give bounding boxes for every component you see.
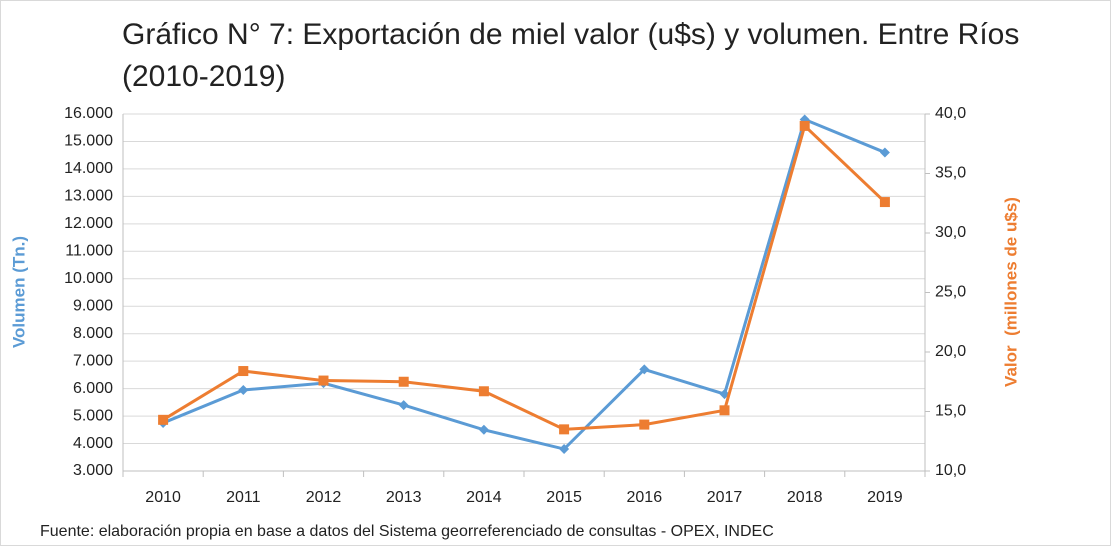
x-tick-label: 2018	[787, 489, 823, 506]
marker	[238, 384, 249, 395]
y2-tick-label: 35,0	[935, 165, 966, 182]
y-tick-label: 9.000	[73, 297, 113, 314]
y2-tick-label: 10,0	[935, 462, 966, 479]
y-tick-label: 12.000	[64, 215, 113, 232]
marker	[879, 197, 890, 208]
y-axis-title: Volumen (Tn.)	[9, 236, 28, 348]
y-tick-label: 6.000	[73, 380, 113, 397]
series-line	[162, 123, 886, 431]
x-tick-label: 2015	[546, 489, 582, 506]
marker	[719, 405, 730, 416]
y2-tick-label: 30,0	[935, 224, 966, 241]
y-tick-label: 4.000	[73, 435, 113, 452]
y2-axis-title: Valor (millones de u$s)	[1001, 197, 1020, 387]
marker	[478, 386, 489, 397]
marker	[398, 400, 409, 411]
marker	[559, 424, 570, 435]
y-tick-label: 14.000	[64, 160, 113, 177]
x-tick-label: 2014	[466, 489, 502, 506]
y-tick-label: 13.000	[64, 188, 113, 205]
marker	[158, 414, 169, 425]
marker	[639, 364, 650, 375]
x-tick-label: 2010	[145, 489, 181, 506]
y-tick-label: 7.000	[73, 352, 113, 369]
x-tick-label: 2011	[226, 489, 261, 506]
y-tick-label: 16.000	[64, 105, 113, 122]
y2-tick-label: 25,0	[935, 284, 966, 301]
y2-tick-label: 40,0	[935, 105, 966, 122]
series-line	[162, 117, 886, 451]
marker	[318, 375, 329, 386]
y-tick-label: 5.000	[73, 407, 113, 424]
y2-tick-label: 20,0	[935, 343, 966, 360]
y-tick-label: 10.000	[64, 270, 113, 287]
marker	[478, 424, 489, 435]
marker	[559, 444, 570, 455]
y-tick-label: 15.000	[64, 133, 113, 150]
y-tick-label: 8.000	[73, 325, 113, 342]
marker	[238, 366, 249, 377]
y-tick-label: 3.000	[73, 462, 113, 479]
x-tick-label: 2017	[707, 489, 743, 506]
chart-title: Gráfico N° 7: Exportación de miel valor …	[122, 18, 1020, 93]
source-note: Fuente: elaboración propia en base a dat…	[40, 523, 774, 540]
x-tick-label: 2019	[867, 489, 903, 506]
x-tick-label: 2012	[306, 489, 342, 506]
marker	[398, 376, 409, 387]
marker	[879, 147, 890, 158]
y2-tick-label: 15,0	[935, 403, 966, 420]
marker	[639, 419, 650, 430]
x-tick-label: 2013	[386, 489, 422, 506]
x-tick-label: 2016	[627, 489, 663, 506]
y-tick-label: 11.000	[65, 243, 113, 260]
marker	[799, 120, 810, 131]
